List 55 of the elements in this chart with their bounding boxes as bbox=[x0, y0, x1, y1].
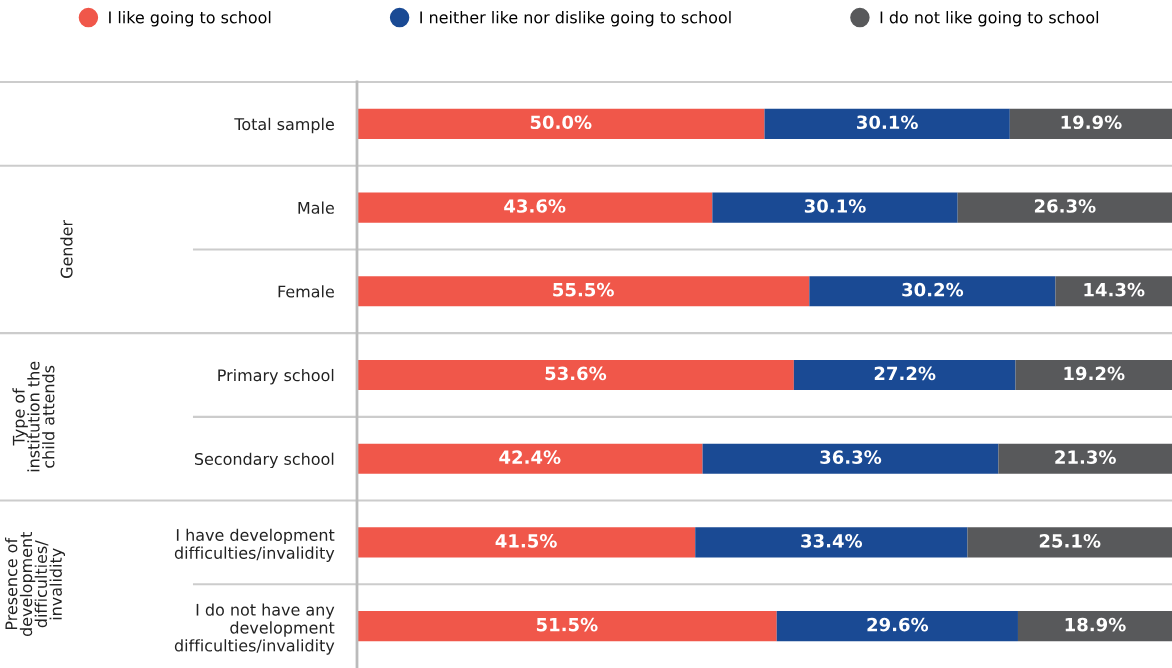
data-label: 14.3% bbox=[1084, 282, 1145, 297]
data-label: 19.9% bbox=[1061, 115, 1122, 130]
bar bbox=[357, 443, 703, 474]
bar bbox=[1055, 276, 1172, 307]
text: Type of institution the child attends bbox=[12, 361, 55, 472]
bar bbox=[776, 611, 1018, 642]
bar bbox=[967, 527, 1172, 558]
bar bbox=[764, 108, 1010, 139]
bar bbox=[998, 443, 1172, 474]
data-label: 19.2% bbox=[1064, 366, 1125, 381]
data-label: 55.5% bbox=[553, 282, 614, 297]
legend-label: I neither like nor dislike going to school bbox=[420, 11, 731, 27]
bar bbox=[1015, 359, 1172, 391]
bar bbox=[1017, 611, 1172, 642]
data-label: 33.4% bbox=[801, 534, 863, 548]
y-tick-label: Secondary school bbox=[194, 452, 334, 469]
bar bbox=[357, 192, 713, 223]
data-label: 50.0% bbox=[530, 115, 592, 130]
legend-label: I do not like going to school bbox=[880, 11, 1099, 27]
y-tick-label: I have development difficulties/invalidity bbox=[174, 528, 335, 562]
bar bbox=[1009, 108, 1172, 139]
data-label: 51.5% bbox=[536, 617, 598, 632]
legend-label: I like going to school bbox=[109, 11, 271, 27]
data-label: 36.3% bbox=[820, 450, 882, 464]
data-label: 21.3% bbox=[1055, 450, 1116, 464]
bar bbox=[712, 192, 958, 223]
bar bbox=[695, 527, 968, 558]
bar bbox=[357, 527, 696, 558]
text: Gender bbox=[60, 220, 73, 278]
data-label: 41.5% bbox=[495, 534, 557, 548]
data-label: 27.2% bbox=[874, 366, 936, 381]
y-tick-label: Male bbox=[298, 201, 334, 214]
bar bbox=[357, 276, 810, 307]
y-tick-label: I do not have any development difficulties/invalidity bbox=[174, 603, 335, 655]
data-label: 30.1% bbox=[804, 199, 866, 213]
bar bbox=[702, 443, 999, 474]
data-label: 53.6% bbox=[545, 366, 607, 381]
bar bbox=[793, 359, 1016, 391]
bar bbox=[357, 359, 794, 391]
data-label: 43.6% bbox=[504, 199, 566, 213]
y-tick-label: Female bbox=[278, 285, 334, 298]
y-tick-label: Primary school bbox=[218, 368, 334, 385]
bar bbox=[809, 276, 1056, 307]
data-label: 26.3% bbox=[1034, 199, 1096, 213]
data-label: 25.1% bbox=[1039, 534, 1101, 548]
data-label: 29.6% bbox=[867, 617, 929, 632]
data-label: 30.2% bbox=[902, 282, 964, 297]
data-label: 18.9% bbox=[1065, 617, 1126, 632]
text: Presence of development difficulties/ invalidity bbox=[4, 531, 66, 637]
bar bbox=[357, 611, 777, 642]
data-label: 30.1% bbox=[857, 115, 918, 130]
bar bbox=[357, 108, 765, 139]
y-tick-label: Total sample bbox=[234, 117, 334, 134]
data-label: 42.4% bbox=[499, 450, 561, 464]
bar bbox=[957, 192, 1172, 223]
